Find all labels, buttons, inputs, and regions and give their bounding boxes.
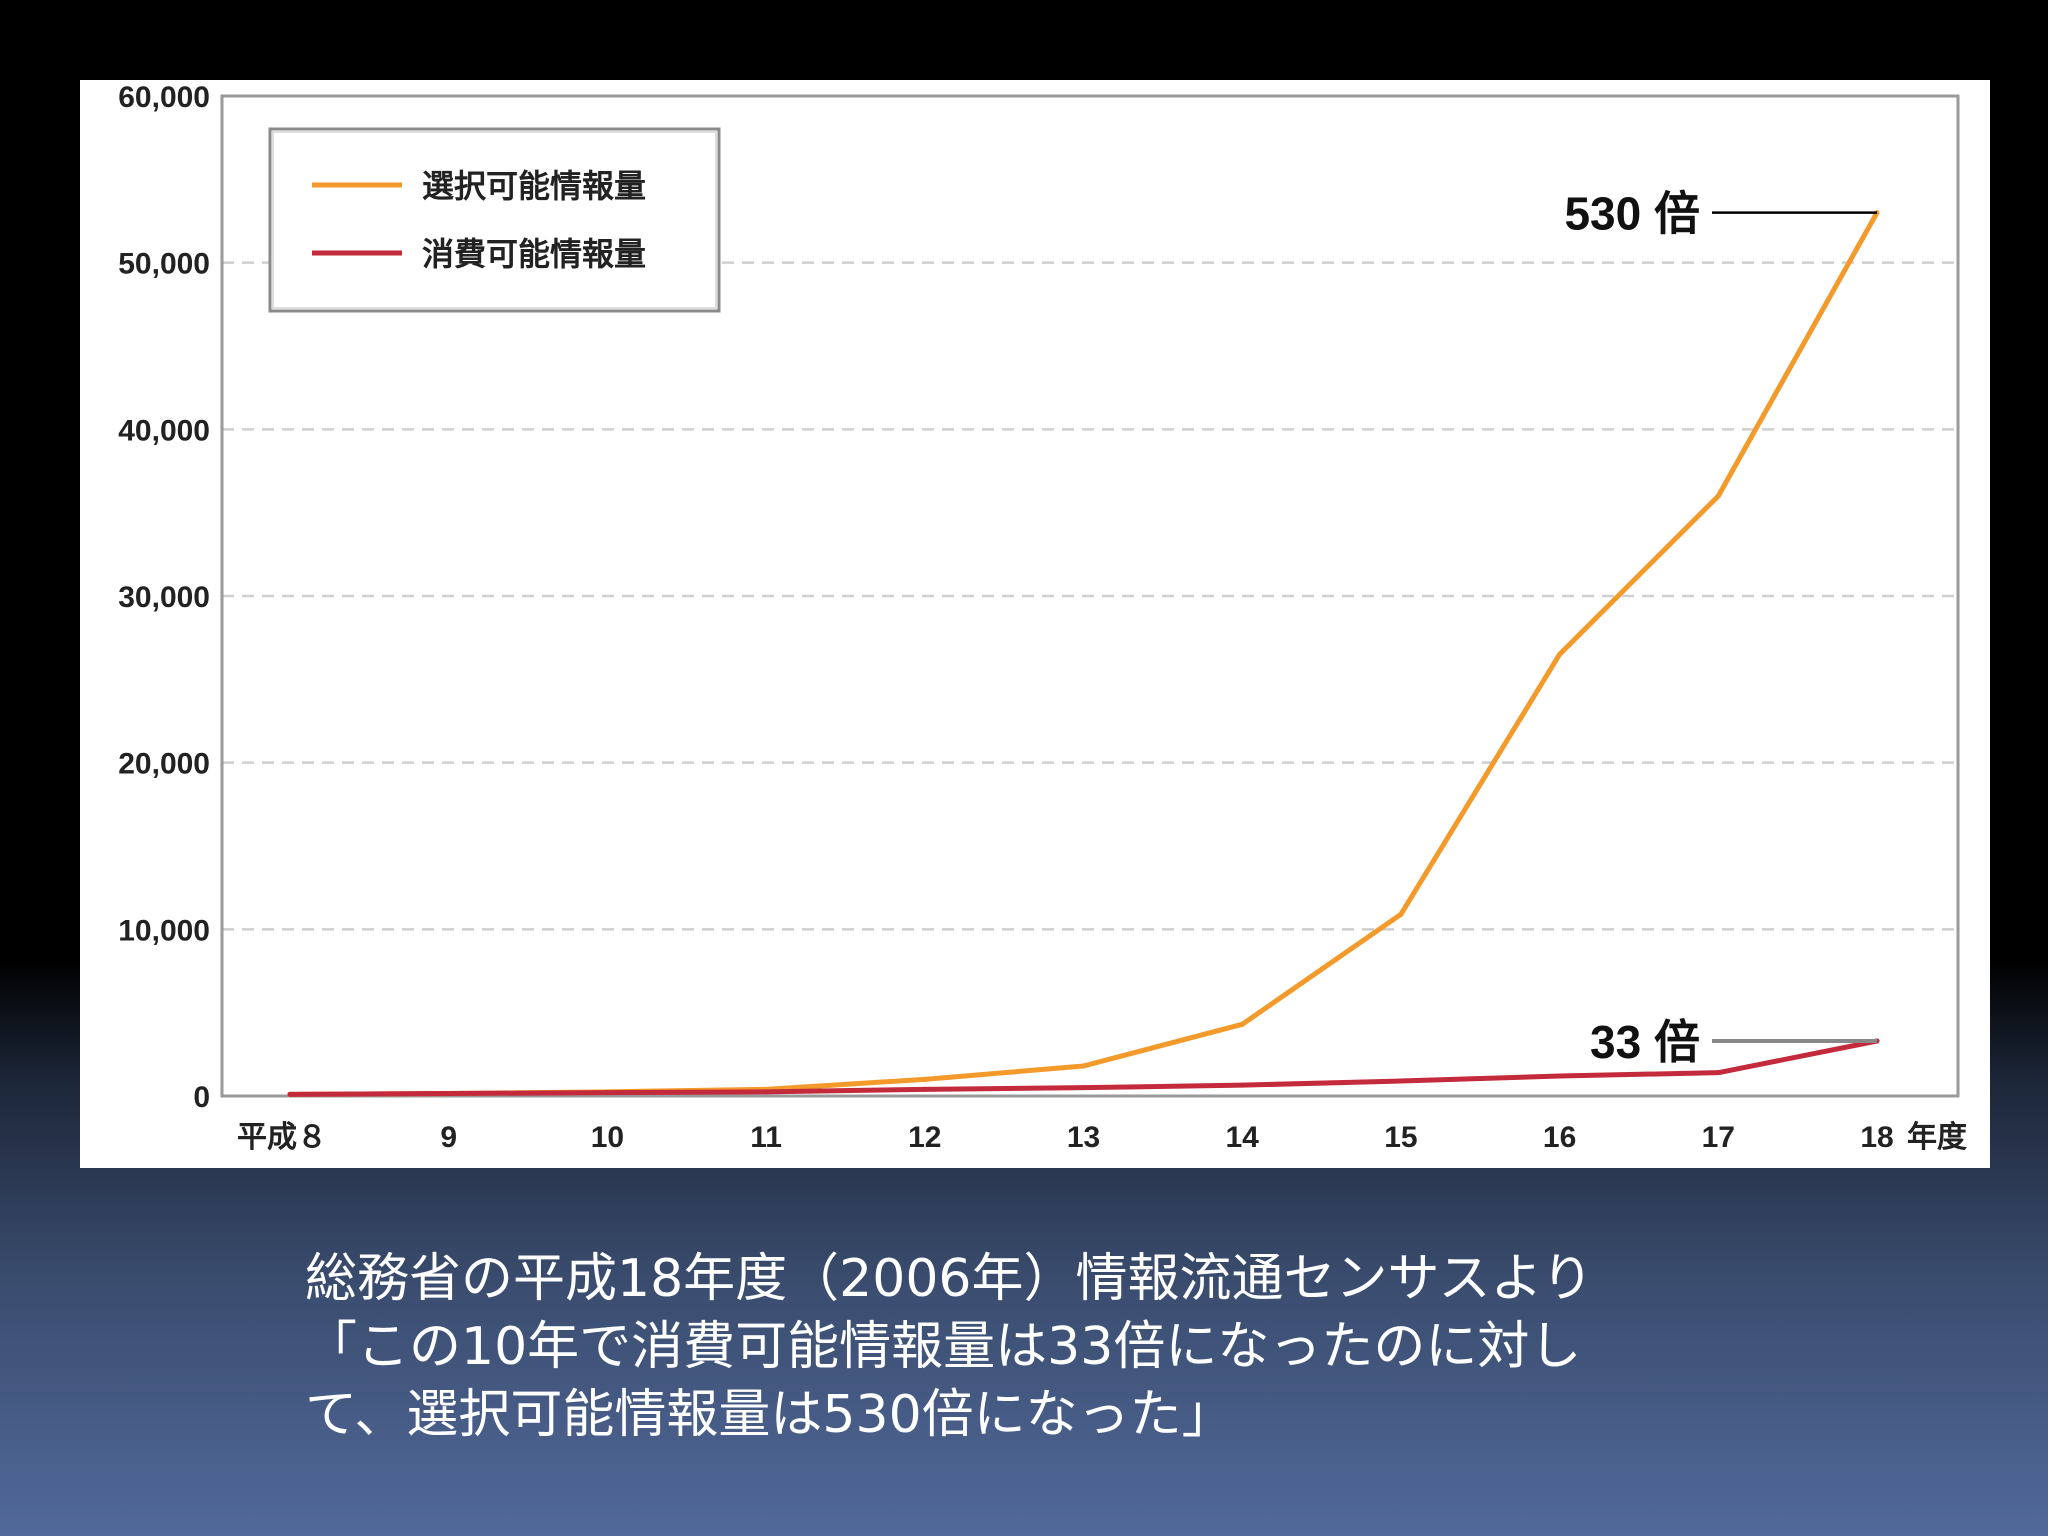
axes: 0 10,000 20,000 30,000 40,000 50,000 60,000 平成８… <box>118 81 1967 1154</box>
data-point <box>604 1090 610 1096</box>
data-point <box>763 1089 769 1095</box>
x-tick-label: 9 <box>440 1121 457 1154</box>
data-point <box>1081 1085 1086 1091</box>
x-tick-label: 12 <box>908 1121 941 1154</box>
x-tick-label: 15 <box>1384 1121 1417 1154</box>
data-point <box>1239 1082 1245 1088</box>
caption: 総務省の平成18年度（2006年）情報流通センサスより 「この10年で消費可能情… <box>305 1245 1725 1449</box>
data-point <box>1239 1021 1245 1027</box>
annotation-label: 33 倍 <box>1590 1016 1700 1068</box>
data-point <box>1081 1063 1086 1069</box>
y-tick-label: 40,000 <box>118 414 210 447</box>
series-line-1 <box>287 210 1880 1097</box>
data-point <box>1557 651 1563 657</box>
y-tick-label: 30,000 <box>118 581 210 614</box>
line-chart: 0 10,000 20,000 30,000 40,000 50,000 60,000 平成８… <box>118 81 1967 1154</box>
x-tick-label: 10 <box>591 1121 624 1154</box>
y-tick-label: 20,000 <box>118 748 210 781</box>
data-point <box>446 1091 452 1096</box>
legend-inner-border <box>272 131 717 309</box>
data-point <box>1398 1078 1404 1084</box>
annotations: 530 倍 33 倍 <box>1564 188 1877 1068</box>
caption-line-1: 総務省の平成18年度（2006年）情報流通センサスより <box>305 1249 1594 1309</box>
chart-panel: 0 10,000 20,000 30,000 40,000 50,000 60,000 平成８… <box>80 80 1990 1168</box>
x-tick-label: 11 <box>750 1121 782 1154</box>
y-tick-label: 0 <box>193 1081 210 1114</box>
annotation-label: 530 倍 <box>1564 188 1700 240</box>
x-axis-label: 年度 <box>1907 1121 1967 1154</box>
x-tick-label: 平成８ <box>237 1121 327 1154</box>
data-point <box>1557 1073 1563 1079</box>
data-point <box>1715 493 1721 499</box>
legend-box <box>268 127 721 313</box>
data-point <box>922 1086 928 1092</box>
y-tick-label: 60,000 <box>118 81 210 114</box>
legend-label: 消費可能情報量 <box>422 236 646 272</box>
x-tick-label: 13 <box>1067 1121 1100 1154</box>
data-point <box>1398 911 1404 917</box>
caption-line-2: 「この10年で消費可能情報量は33倍になったのに対し <box>305 1317 1582 1377</box>
legend-label: 選択可能情報量 <box>422 168 646 204</box>
series-lines <box>287 210 1880 1097</box>
x-tick-label: 17 <box>1702 1121 1735 1154</box>
y-tick-label: 50,000 <box>118 248 210 281</box>
y-tick-label: 10,000 <box>118 914 210 947</box>
caption-line-3: て、選択可能情報量は530倍になった」 <box>305 1385 1234 1445</box>
x-tick-label: 16 <box>1543 1121 1576 1154</box>
data-point <box>287 1091 293 1097</box>
x-tick-label: 18 <box>1860 1121 1893 1154</box>
x-tick-label: 14 <box>1226 1121 1260 1154</box>
grid-lines <box>222 261 1958 931</box>
data-point <box>922 1076 928 1082</box>
plot-frame <box>220 94 1960 1098</box>
data-point <box>1715 1070 1721 1076</box>
